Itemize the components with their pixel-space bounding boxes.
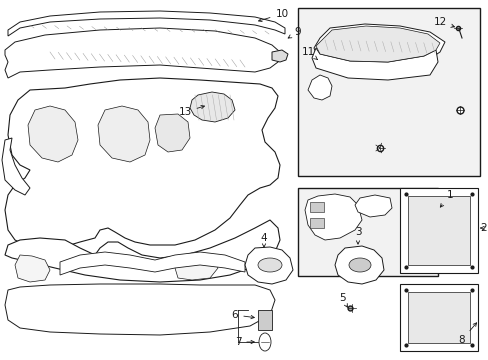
Polygon shape [2, 138, 30, 195]
Polygon shape [307, 75, 331, 100]
Polygon shape [271, 50, 287, 62]
Polygon shape [313, 24, 444, 66]
Polygon shape [5, 78, 280, 248]
Text: 8: 8 [458, 323, 476, 345]
Polygon shape [8, 11, 285, 36]
Text: 13: 13 [178, 105, 204, 117]
Text: 2: 2 [480, 223, 487, 233]
Text: 5: 5 [338, 293, 347, 307]
Polygon shape [5, 28, 280, 78]
Polygon shape [190, 92, 235, 122]
Polygon shape [354, 195, 391, 217]
Polygon shape [15, 255, 50, 282]
Bar [407, 196, 469, 265]
Bar [297, 8, 479, 176]
Polygon shape [5, 284, 274, 335]
Text: 9: 9 [287, 27, 301, 38]
Polygon shape [305, 194, 361, 240]
Text: 4: 4 [260, 233, 267, 247]
Polygon shape [60, 252, 244, 275]
Text: 11: 11 [301, 47, 317, 60]
Text: 3: 3 [354, 227, 361, 244]
Bar [309, 218, 324, 228]
Bar [297, 188, 437, 276]
Polygon shape [334, 246, 383, 284]
Bar [407, 292, 469, 343]
Bar [399, 188, 477, 273]
Polygon shape [315, 26, 439, 62]
Bar [309, 202, 324, 212]
Polygon shape [175, 255, 218, 280]
Text: 7: 7 [234, 337, 254, 347]
Text: 6: 6 [231, 310, 254, 320]
Polygon shape [28, 106, 78, 162]
Polygon shape [311, 48, 437, 80]
Text: 10: 10 [258, 9, 288, 22]
Polygon shape [155, 114, 190, 152]
Polygon shape [244, 247, 292, 284]
Bar [399, 284, 477, 351]
Text: 1: 1 [439, 190, 452, 207]
Polygon shape [5, 220, 280, 282]
Text: 12: 12 [432, 17, 453, 27]
Ellipse shape [258, 258, 282, 272]
Ellipse shape [348, 258, 370, 272]
Polygon shape [98, 106, 150, 162]
Bar [258, 310, 271, 330]
Ellipse shape [259, 333, 270, 351]
